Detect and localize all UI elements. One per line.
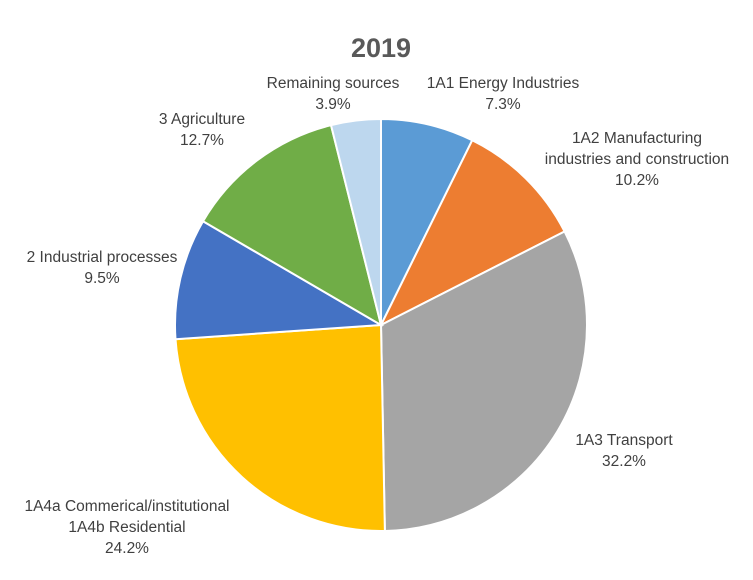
pie-slice-6 bbox=[201, 123, 383, 328]
slice-percent: 24.2% bbox=[105, 540, 149, 557]
pie-slice-4 bbox=[174, 323, 386, 532]
slice-label-3: 1A3 Transport 32.2% bbox=[575, 432, 673, 470]
pie-slice-5 bbox=[174, 219, 385, 341]
slice-name: 1A1 Energy Industries bbox=[427, 75, 580, 92]
pie-slice-7 bbox=[329, 117, 382, 326]
slice-name: 2 Industrial processes bbox=[27, 249, 178, 266]
slice-label-7: Remaining sources 3.9% bbox=[267, 75, 400, 113]
slice-percent: 3.9% bbox=[315, 96, 351, 113]
pie-slice-3 bbox=[379, 230, 588, 532]
slice-label-2: 1A2 Manufacturing industries and construc… bbox=[545, 130, 729, 189]
slice-name: industries and construction bbox=[545, 151, 729, 168]
slice-name: 1A4b Residential bbox=[68, 519, 185, 536]
slice-percent: 10.2% bbox=[615, 172, 659, 189]
slice-name: 1A3 Transport bbox=[575, 432, 673, 449]
slice-label-6: 3 Agriculture 12.7% bbox=[159, 111, 245, 149]
pie-slice-2 bbox=[378, 138, 566, 328]
slice-percent: 32.2% bbox=[602, 453, 646, 470]
slice-label-4: 1A4a Commerical/institutional 1A4b Reside… bbox=[24, 498, 229, 557]
slice-label-5: 2 Industrial processes 9.5% bbox=[27, 249, 178, 287]
slice-label-1: 1A1 Energy Industries 7.3% bbox=[427, 75, 580, 113]
pie-slices bbox=[174, 117, 588, 532]
slice-name: Remaining sources bbox=[267, 75, 400, 92]
chart-title: 2019 bbox=[351, 33, 411, 63]
slice-name: 1A2 Manufacturing bbox=[572, 130, 702, 147]
slice-percent: 7.3% bbox=[485, 96, 521, 113]
slice-percent: 12.7% bbox=[180, 132, 224, 149]
slice-name: 1A4a Commerical/institutional bbox=[24, 498, 229, 515]
slice-labels: 1A1 Energy Industries 7.3% 1A2 Manufacturi… bbox=[24, 75, 729, 557]
slice-name: 3 Agriculture bbox=[159, 111, 245, 128]
slice-percent: 9.5% bbox=[84, 270, 120, 287]
